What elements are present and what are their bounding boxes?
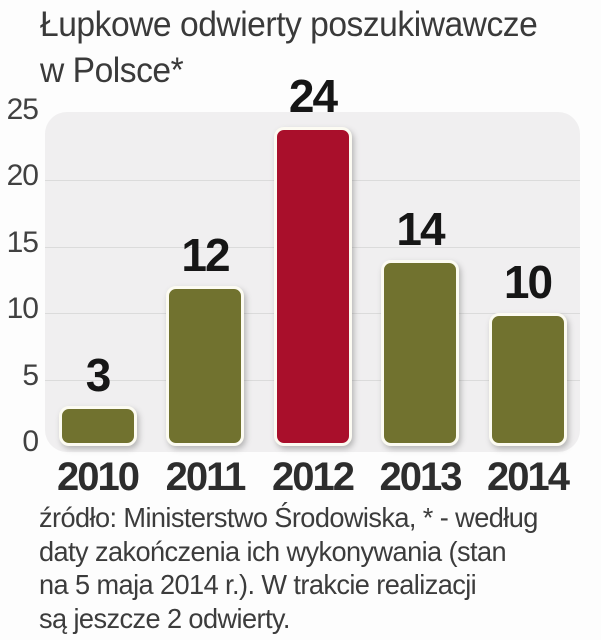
y-tick-label-10: 10 [6, 292, 39, 325]
source-line-3: na 5 maja 2014 r.). W trakcie realizacji [39, 569, 477, 600]
source-line-4: są jeszcze 2 odwierty. [39, 602, 290, 634]
value-label-2010: 3 [85, 349, 112, 402]
x-tick-label-2014: 2014 [487, 455, 570, 499]
y-tick-label-5: 5 [22, 358, 39, 392]
y-tick-label-20: 20 [6, 159, 39, 192]
value-label-2014: 10 [503, 256, 553, 308]
x-tick-label-2013: 2013 [379, 455, 463, 499]
bar-2012 [273, 126, 352, 446]
bar-2014 [488, 313, 567, 446]
chart-title-line-1: Łupkowe odwierty poszukiwawcze [40, 5, 538, 44]
source-line-2: daty zakończenia ich wykonywania (stan [39, 535, 507, 567]
bar-2013 [381, 259, 459, 446]
value-label-2013: 14 [396, 202, 445, 255]
x-tick-label-2012: 2012 [272, 455, 355, 499]
source-note: źródło: Ministerstwo Środowiska, * - wed… [39, 501, 538, 635]
bar-2011 [166, 286, 244, 446]
y-tick-label-15: 15 [6, 225, 39, 259]
y-tick-label-0: 0 [22, 425, 39, 458]
chart-title: Łupkowe odwierty poszukiwawcze w Polsce* [40, 2, 538, 94]
x-tick-label-2010: 2010 [57, 455, 140, 499]
bar-2010 [58, 406, 137, 446]
y-tick-label-25: 25 [6, 92, 39, 126]
source-line-1: źródło: Ministerstwo Środowiska, * - wed… [39, 502, 538, 533]
chart-title-line-2: w Polsce* [40, 51, 184, 90]
x-tick-label-2011: 2011 [165, 455, 247, 499]
value-label-2011: 12 [181, 229, 230, 282]
value-label-2012: 24 [288, 69, 338, 122]
